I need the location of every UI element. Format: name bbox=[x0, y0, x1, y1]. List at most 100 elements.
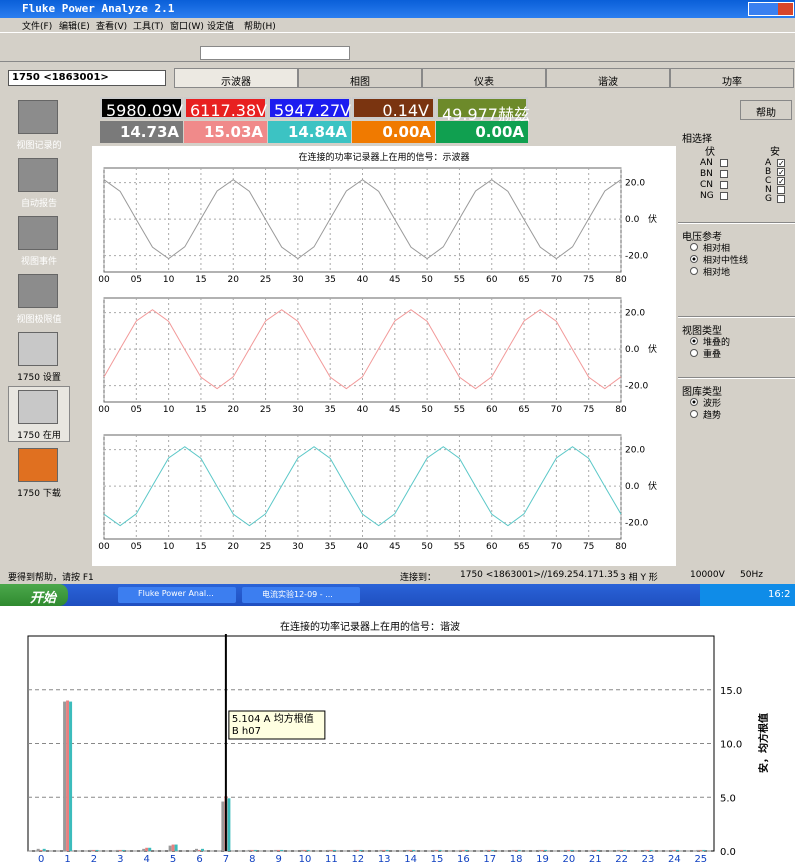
menu-item[interactable]: 查看(V) bbox=[96, 19, 127, 31]
bar bbox=[356, 850, 359, 851]
bar bbox=[702, 850, 705, 851]
x-tick-label: 3 bbox=[117, 854, 123, 865]
bar bbox=[145, 848, 148, 851]
bar bbox=[383, 850, 386, 851]
radio-label[interactable]: 重叠 bbox=[703, 347, 721, 360]
current-readout: 14.84A bbox=[268, 121, 351, 143]
menu-item[interactable]: 帮助(H) bbox=[244, 19, 276, 31]
bar bbox=[409, 850, 412, 851]
sidebar-icon bbox=[18, 390, 58, 424]
bar bbox=[280, 850, 283, 851]
x-tick-label: 4 bbox=[144, 854, 150, 865]
task-button[interactable]: 电流实验12-09 - ... bbox=[242, 587, 360, 603]
bar bbox=[594, 850, 597, 851]
checkbox[interactable]: ✓ bbox=[777, 177, 785, 185]
bar bbox=[564, 850, 567, 851]
col-head: 安 bbox=[770, 143, 780, 158]
bar bbox=[40, 850, 43, 851]
sidebar-label[interactable]: 视图记录的 bbox=[8, 138, 70, 151]
bar bbox=[248, 850, 251, 851]
checkbox[interactable]: ✓ bbox=[777, 168, 785, 176]
x-tick-label: 19 bbox=[536, 854, 549, 865]
sidebar-label[interactable]: 自动报告 bbox=[8, 196, 70, 209]
radio[interactable] bbox=[690, 267, 698, 275]
radio-label[interactable]: 趋势 bbox=[703, 408, 721, 421]
separator bbox=[678, 316, 795, 318]
y-axis-label: 安，均方根值 bbox=[757, 713, 770, 773]
x-tick-label: 6 bbox=[196, 854, 202, 865]
tooltip-text: 5.104 A 均方根值 bbox=[232, 712, 314, 725]
tab[interactable]: 谐波 bbox=[546, 68, 670, 88]
menu-item[interactable]: 文件(F) bbox=[22, 19, 52, 31]
checkbox[interactable] bbox=[720, 181, 728, 189]
toolbar-combo[interactable] bbox=[200, 46, 350, 60]
bar bbox=[544, 850, 547, 851]
bar bbox=[673, 850, 676, 851]
menu-item[interactable]: 设定值 bbox=[207, 19, 234, 31]
status-text: 连接到： bbox=[400, 570, 436, 583]
x-tick-label: 14 bbox=[404, 854, 417, 865]
status-text: 50Hz bbox=[740, 570, 763, 580]
x-tick-label: 15 bbox=[431, 854, 444, 865]
voltage-readout: 5980.09V bbox=[100, 97, 183, 119]
checkbox[interactable]: ✓ bbox=[777, 159, 785, 167]
plot-frame bbox=[28, 636, 714, 851]
radio[interactable] bbox=[690, 255, 698, 263]
status-text: 1750 <1863001>//169.254.171.35 bbox=[460, 570, 619, 580]
x-tick-label: 10 bbox=[299, 854, 312, 865]
help-button[interactable]: 帮助 bbox=[740, 100, 792, 120]
start-button[interactable]: 开始 bbox=[0, 584, 68, 606]
window-buttons bbox=[748, 2, 794, 16]
voltage-readout: 0.14V bbox=[352, 97, 435, 119]
radio[interactable] bbox=[690, 337, 698, 345]
bar bbox=[597, 850, 600, 851]
radio[interactable] bbox=[690, 349, 698, 357]
bar bbox=[333, 850, 336, 851]
checkbox[interactable] bbox=[777, 195, 785, 203]
tab[interactable]: 相图 bbox=[298, 68, 422, 88]
bar bbox=[432, 850, 435, 851]
bar bbox=[567, 850, 570, 851]
bar bbox=[676, 850, 679, 851]
bar bbox=[465, 850, 468, 851]
menu-item[interactable]: 窗口(W) bbox=[170, 19, 204, 31]
sidebar-label[interactable]: 1750 设置 bbox=[8, 370, 70, 383]
checkbox[interactable] bbox=[720, 192, 728, 200]
bar bbox=[359, 850, 362, 851]
title-bar: Fluke Power Analyze 2.1 bbox=[0, 0, 795, 18]
clock: 16:2 bbox=[768, 589, 790, 600]
task-button[interactable]: Fluke Power Anal... bbox=[118, 587, 236, 603]
bar bbox=[518, 850, 521, 851]
radio[interactable] bbox=[690, 398, 698, 406]
bar bbox=[570, 850, 573, 851]
bar bbox=[644, 850, 647, 851]
bar bbox=[670, 850, 673, 851]
tab[interactable]: 示波器 bbox=[174, 68, 298, 88]
bar bbox=[327, 850, 330, 851]
menu-item[interactable]: 工具(T) bbox=[133, 19, 164, 31]
sidebar-label[interactable]: 1750 下载 bbox=[8, 486, 70, 499]
sidebar-label[interactable]: 视图极限值 bbox=[8, 312, 70, 325]
radio[interactable] bbox=[690, 410, 698, 418]
device-select[interactable]: 1750 <1863001> bbox=[8, 70, 166, 86]
menu-item[interactable]: 编辑(E) bbox=[59, 19, 90, 31]
bar bbox=[122, 850, 125, 851]
tab[interactable]: 功率 bbox=[670, 68, 794, 88]
bar bbox=[195, 849, 198, 851]
sidebar-icon bbox=[18, 448, 58, 482]
sidebar-label[interactable]: 1750 在用 bbox=[8, 428, 70, 441]
status-text: 3 相 Y 形 bbox=[620, 570, 658, 583]
radio-label[interactable]: 相对地 bbox=[703, 265, 730, 278]
checkbox[interactable] bbox=[777, 186, 785, 194]
y-tick-label: 0.0 bbox=[720, 847, 736, 858]
bar bbox=[623, 850, 626, 851]
checkbox[interactable] bbox=[720, 170, 728, 178]
x-tick-label: 11 bbox=[325, 854, 338, 865]
sidebar-icon bbox=[18, 332, 58, 366]
tab[interactable]: 仪表 bbox=[422, 68, 546, 88]
radio[interactable] bbox=[690, 243, 698, 251]
checkbox[interactable] bbox=[720, 159, 728, 167]
sidebar-label[interactable]: 视图事件 bbox=[8, 254, 70, 267]
bar bbox=[650, 850, 653, 851]
